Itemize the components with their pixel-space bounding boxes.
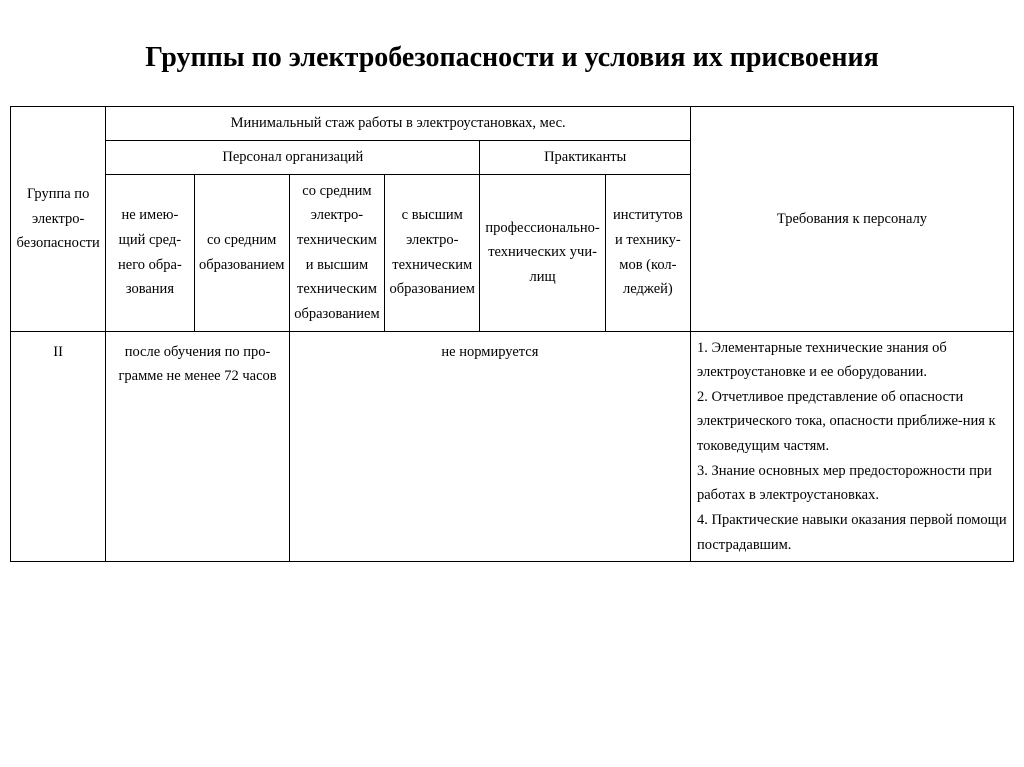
requirement-item: 2. Отчетливое представление об опасности… — [697, 385, 1009, 459]
col-header-requirements: Требования к персоналу — [691, 107, 1014, 331]
col-header-p1: не имею-щий сред-него обра-зования — [106, 174, 194, 331]
col-header-experience: Минимальный стаж работы в электроустанов… — [106, 107, 691, 141]
header-row-1: Группа по электро-безопасности Минимальн… — [11, 107, 1014, 141]
document-page: Группы по электробезопасности и условия … — [0, 0, 1024, 572]
col-header-group: Группа по электро-безопасности — [11, 107, 106, 331]
page-title: Группы по электробезопасности и условия … — [10, 40, 1014, 76]
requirement-item: 4. Практические навыки оказания первой п… — [697, 508, 1009, 557]
col-header-p3: со средним электро-техническим и высшим … — [289, 174, 384, 331]
cell-group: II — [11, 331, 106, 562]
table-row: II после обучения по про-грамме не менее… — [11, 331, 1014, 562]
col-header-i1: профессионально-технических учи-лищ — [480, 174, 605, 331]
requirement-item: 1. Элементарные технические знания об эл… — [697, 336, 1009, 385]
requirement-item: 3. Знание основных мер предосторожности … — [697, 459, 1009, 508]
col-header-i2: институтов и технику-мов (кол-леджей) — [605, 174, 690, 331]
col-header-p2: со средним образованием — [194, 174, 289, 331]
electrosafety-table: Группа по электро-безопасности Минимальн… — [10, 106, 1014, 562]
col-header-interns: Практиканты — [480, 141, 691, 175]
cell-not-normed: не нормируется — [289, 331, 690, 562]
col-header-personnel: Персонал организаций — [106, 141, 480, 175]
cell-training: после обучения по про-грамме не менее 72… — [106, 331, 290, 562]
cell-requirements: 1. Элементарные технические знания об эл… — [691, 331, 1014, 562]
col-header-p4: с высшим электро-техническим образование… — [385, 174, 480, 331]
